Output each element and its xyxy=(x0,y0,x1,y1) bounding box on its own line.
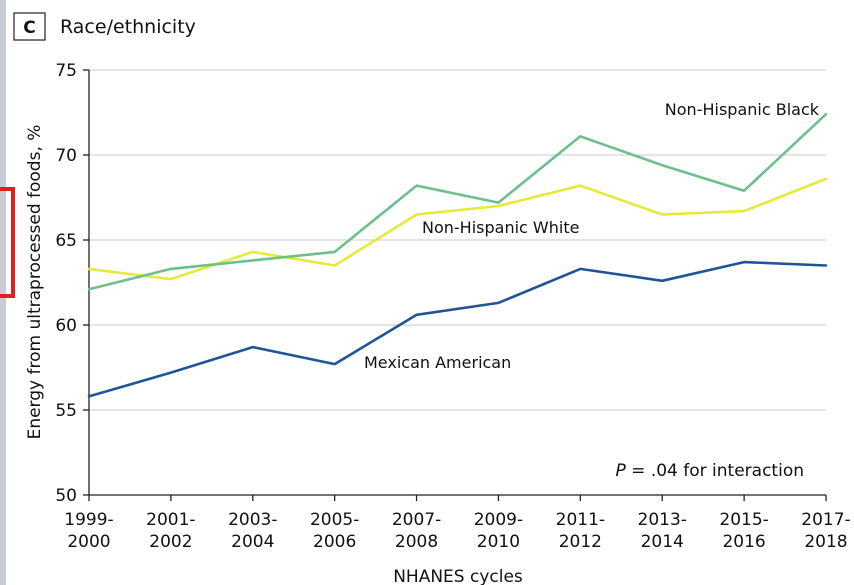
x-tick-label: 1999-2000 xyxy=(64,510,113,552)
series-line-non-hispanic-black xyxy=(87,112,828,291)
x-tick-label: 2001-2002 xyxy=(146,510,195,552)
x-tick-label: 2015-2016 xyxy=(719,510,768,552)
y-tick-label: 70 xyxy=(55,146,77,166)
x-tick-label: 2017-2018 xyxy=(801,510,850,552)
x-tick-label: 2009-2010 xyxy=(474,510,523,552)
grid-layer xyxy=(89,69,826,411)
panel-letter-box xyxy=(13,12,46,41)
x-axis-title: NHANES cycles xyxy=(393,567,523,585)
series-label-non-hispanic-white: Non-Hispanic White xyxy=(422,218,579,237)
red-highlight-bracket xyxy=(0,187,15,298)
left-edge-strip xyxy=(0,0,6,585)
y-axis-title: Energy from ultraprocessed foods, % xyxy=(25,125,45,440)
series-label-non-hispanic-black: Non-Hispanic Black xyxy=(665,100,820,119)
annotation-text: = .04 for interaction xyxy=(626,461,804,481)
chart-title: Race/ethnicity xyxy=(60,16,196,38)
series-line-mexican-american xyxy=(87,260,828,398)
y-tick-label: 50 xyxy=(55,486,77,506)
x-tick-label: 2003-2004 xyxy=(228,510,277,552)
x-tick-label: 2007-2008 xyxy=(392,510,441,552)
series-label-mexican-american: Mexican American xyxy=(364,353,511,372)
y-tick-label: 55 xyxy=(55,401,77,421)
y-tick-label: 60 xyxy=(55,316,77,336)
interaction-annotation: P = .04 for interaction xyxy=(616,461,804,481)
y-tick-label: 65 xyxy=(55,231,77,251)
series-layer xyxy=(87,112,828,398)
x-tick-label: 2013-2014 xyxy=(638,510,687,552)
x-tick-label: 2011-2012 xyxy=(556,510,605,552)
x-tick-label: 2005-2006 xyxy=(310,510,359,552)
panel-letter: C xyxy=(23,18,35,38)
axis-layer: 50 55 60 65 70 75 1999-2000 2001-2002 2003-2004 2… xyxy=(55,61,850,552)
y-tick-label: 75 xyxy=(55,61,77,81)
annotation-p-symbol: P xyxy=(616,461,627,481)
